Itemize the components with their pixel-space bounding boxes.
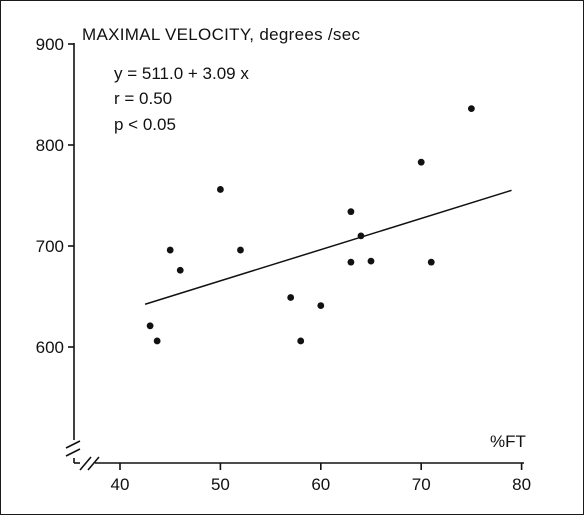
- data-point: [357, 232, 365, 240]
- y-tick-label: 600: [36, 338, 64, 357]
- data-point: [217, 186, 224, 193]
- data-point: [317, 302, 325, 309]
- x-tick-label: 60: [311, 475, 330, 494]
- data-point: [297, 337, 305, 345]
- x-tick-label: 80: [512, 475, 531, 494]
- x-axis-ticks: 40 50 60 70 80: [111, 463, 531, 494]
- regression-equation: y = 511.0 + 3.09 x: [114, 64, 249, 83]
- data-point: [146, 322, 154, 330]
- data-point: [367, 257, 375, 265]
- data-point: [176, 266, 184, 274]
- data-point: [347, 258, 355, 266]
- y-tick-label: 800: [36, 136, 64, 155]
- data-point: [417, 158, 425, 166]
- y-tick-label: 900: [36, 35, 64, 54]
- significance-level: p < 0.05: [114, 115, 176, 134]
- regression-line-group: [144, 189, 512, 305]
- y-axis-break-mark: [65, 440, 81, 457]
- correlation-coefficient: r = 0.50: [114, 89, 172, 108]
- x-tick-label: 40: [111, 475, 130, 494]
- chart-title: MAXIMAL VELOCITY, degrees /sec: [82, 25, 360, 44]
- x-tick-label: 50: [211, 475, 230, 494]
- data-point: [166, 246, 174, 254]
- y-axis-ticks: 600 700 800 900: [36, 35, 74, 357]
- data-point: [427, 258, 435, 266]
- data-points: [146, 105, 475, 345]
- y-tick-label: 700: [36, 237, 64, 256]
- x-axis-break-mark: [79, 456, 100, 471]
- data-point: [237, 246, 244, 254]
- data-point: [153, 337, 161, 345]
- data-point: [468, 105, 475, 113]
- data-point: [347, 208, 355, 216]
- x-tick-label: 70: [412, 475, 431, 494]
- x-axis-label: %FT: [490, 432, 526, 451]
- regression-line: [144, 189, 512, 305]
- data-point: [287, 294, 295, 301]
